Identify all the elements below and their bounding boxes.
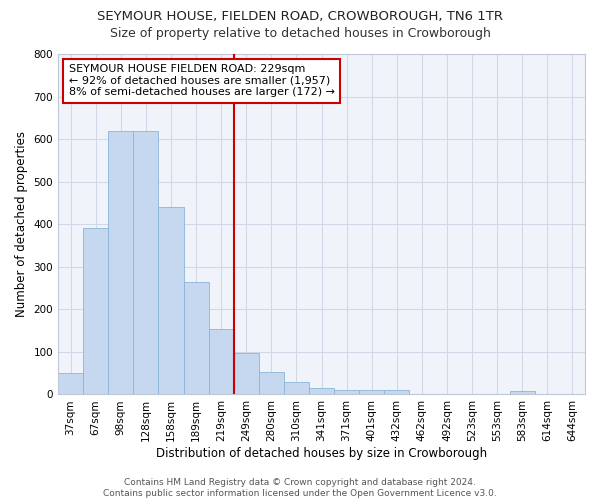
- Bar: [184, 282, 209, 395]
- Bar: [259, 372, 284, 394]
- Bar: [384, 390, 409, 394]
- Bar: [83, 228, 108, 394]
- Text: Size of property relative to detached houses in Crowborough: Size of property relative to detached ho…: [110, 28, 490, 40]
- Bar: [359, 390, 384, 394]
- X-axis label: Distribution of detached houses by size in Crowborough: Distribution of detached houses by size …: [156, 447, 487, 460]
- Bar: [334, 390, 359, 394]
- Text: SEYMOUR HOUSE, FIELDEN ROAD, CROWBOROUGH, TN6 1TR: SEYMOUR HOUSE, FIELDEN ROAD, CROWBOROUGH…: [97, 10, 503, 23]
- Y-axis label: Number of detached properties: Number of detached properties: [15, 131, 28, 317]
- Bar: [158, 207, 184, 394]
- Bar: [284, 382, 309, 394]
- Bar: [309, 388, 334, 394]
- Text: Contains HM Land Registry data © Crown copyright and database right 2024.
Contai: Contains HM Land Registry data © Crown c…: [103, 478, 497, 498]
- Bar: [209, 330, 233, 394]
- Text: SEYMOUR HOUSE FIELDEN ROAD: 229sqm
← 92% of detached houses are smaller (1,957)
: SEYMOUR HOUSE FIELDEN ROAD: 229sqm ← 92%…: [68, 64, 335, 98]
- Bar: [58, 373, 83, 394]
- Bar: [233, 353, 259, 395]
- Bar: [133, 130, 158, 394]
- Bar: [510, 391, 535, 394]
- Bar: [108, 130, 133, 394]
